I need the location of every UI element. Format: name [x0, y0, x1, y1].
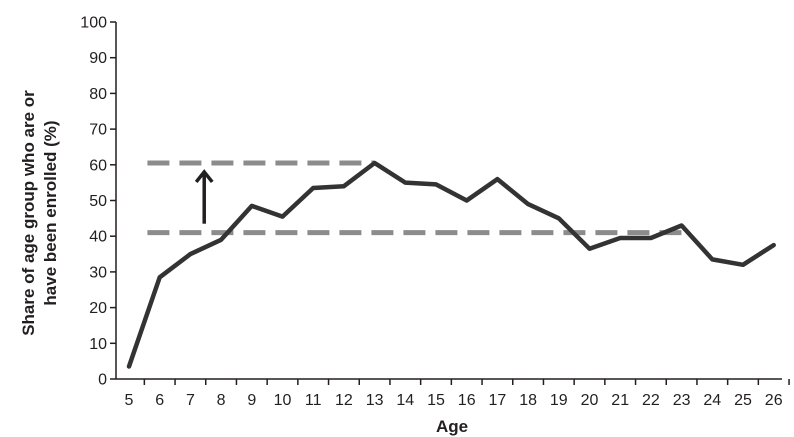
x-tick-label: 15 [427, 392, 445, 409]
y-tick-label: 10 [89, 336, 107, 353]
x-tick-label: 12 [335, 392, 353, 409]
x-tick-label: 13 [366, 392, 384, 409]
x-tick-label: 14 [396, 392, 414, 409]
y-axis-title: Share of age group who are or have been … [19, 90, 60, 336]
x-tick-label: 21 [611, 392, 629, 409]
x-tick-label: 22 [642, 392, 660, 409]
enrollment-series-line [126, 160, 776, 369]
x-tick-label: 26 [765, 392, 783, 409]
x-tick-label: 20 [581, 392, 599, 409]
y-axis-title-line-1: Share of age group who are or [19, 90, 38, 336]
x-tick-label: 19 [550, 392, 568, 409]
x-tick-label: 9 [247, 392, 256, 409]
y-tick-label: 50 [89, 193, 107, 210]
y-tick-label: 100 [80, 15, 107, 32]
x-tick-label: 18 [519, 392, 537, 409]
x-tick-label: 25 [734, 392, 752, 409]
y-tick-label: 0 [98, 372, 107, 389]
x-axis-title: Age [436, 417, 468, 436]
x-tick-label: 16 [458, 392, 476, 409]
y-tick-label: 60 [89, 157, 107, 174]
x-tick-label: 5 [125, 392, 134, 409]
y-tick-label: 90 [89, 50, 107, 67]
x-tick-label: 7 [186, 392, 195, 409]
y-tick-label: 40 [89, 229, 107, 246]
y-tick-label: 20 [89, 300, 107, 317]
arrow-head [194, 169, 214, 184]
x-tick-label: 23 [673, 392, 691, 409]
plot-area: 0 10 20 30 40 50 60 70 80 90 100 5 6 7 8 9 10 11 12 13 14 15 1… [80, 15, 790, 409]
x-tick-label: 17 [489, 392, 507, 409]
y-tick-label: 70 [89, 122, 107, 139]
x-tick-label: 11 [305, 392, 322, 409]
x-tick-label: 24 [703, 392, 721, 409]
x-tick-label: 8 [217, 392, 226, 409]
y-tick-label: 30 [89, 264, 107, 281]
x-tick-label: 6 [155, 392, 164, 409]
y-tick-label: 80 [89, 86, 107, 103]
x-tick-label: 10 [274, 392, 292, 409]
y-axis-title-line-2: have been enrolled (%) [41, 120, 60, 305]
